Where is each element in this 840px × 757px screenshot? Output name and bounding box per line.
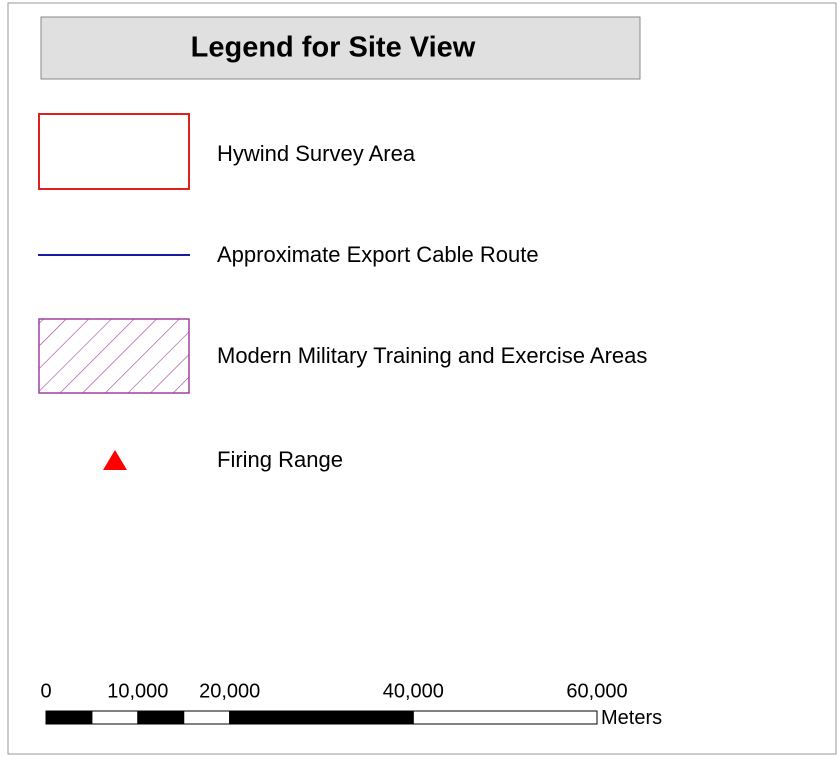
legend-label: Hywind Survey Area bbox=[217, 141, 416, 166]
scale-segment bbox=[45, 710, 93, 725]
scale-tick-label: 60,000 bbox=[566, 680, 627, 702]
scale-segment bbox=[91, 710, 139, 725]
scale-segment bbox=[183, 710, 231, 725]
survey-area-symbol bbox=[38, 113, 190, 190]
military-area-symbol bbox=[38, 318, 190, 394]
scale-tick-label: 0 bbox=[40, 680, 51, 702]
scale-tick-label: 10,000 bbox=[107, 680, 168, 702]
firing-range-symbol bbox=[103, 450, 127, 470]
scale-segment bbox=[229, 710, 414, 725]
scale-tick-label: 40,000 bbox=[383, 680, 444, 702]
scale-tick-label: 20,000 bbox=[199, 680, 260, 702]
legend-label: Approximate Export Cable Route bbox=[217, 242, 539, 267]
scale-segment bbox=[412, 710, 598, 725]
legend-label: Firing Range bbox=[217, 447, 343, 472]
title-box bbox=[40, 16, 641, 80]
scale-unit: Meters bbox=[601, 707, 662, 729]
scale-segment bbox=[137, 710, 185, 725]
scale-bar: 0 10,000 20,000 40,000 60,000 Meters bbox=[40, 680, 662, 729]
legend-label: Modern Military Training and Exercise Ar… bbox=[217, 343, 647, 368]
legend-title: Legend for Site View bbox=[191, 32, 476, 64]
